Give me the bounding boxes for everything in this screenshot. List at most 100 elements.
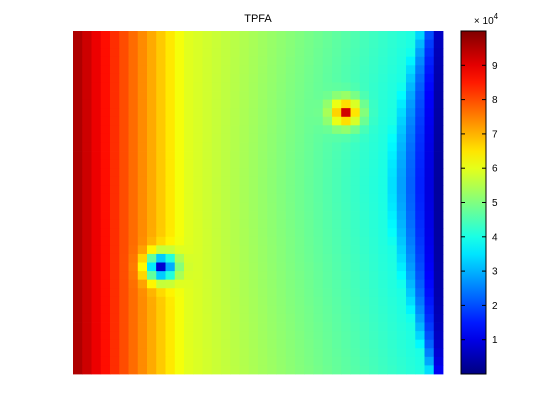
heatmap-cell xyxy=(174,288,185,298)
heatmap-cell xyxy=(313,65,324,75)
heatmap-cell xyxy=(137,245,148,255)
heatmap-cell xyxy=(239,296,250,306)
heatmap-cell xyxy=(406,185,416,195)
heatmap-cell xyxy=(100,296,111,306)
heatmap-cell xyxy=(258,365,268,375)
heatmap-cell xyxy=(387,331,398,341)
heatmap-cell xyxy=(165,185,176,195)
heatmap-cell xyxy=(202,296,213,306)
heatmap-cell xyxy=(119,142,129,152)
heatmap-cell xyxy=(147,125,157,135)
heatmap-cell xyxy=(91,296,102,306)
heatmap-cell xyxy=(341,279,351,289)
heatmap-cell xyxy=(313,296,324,306)
heatmap-cell xyxy=(100,31,111,40)
heatmap-cell xyxy=(295,176,305,186)
heatmap-cell xyxy=(100,39,111,49)
heatmap-cell xyxy=(73,185,83,195)
heatmap-cell xyxy=(221,82,231,92)
heatmap-cell xyxy=(313,288,324,298)
heatmap-cell xyxy=(396,39,407,49)
heatmap-cell xyxy=(174,313,185,323)
heatmap-cell xyxy=(119,151,129,161)
heatmap-cell xyxy=(295,73,305,83)
heatmap-cell xyxy=(387,108,398,118)
heatmap-cell xyxy=(322,133,333,143)
heatmap-cell xyxy=(322,108,333,118)
heatmap-cell xyxy=(211,219,222,229)
heatmap-cell xyxy=(91,82,102,92)
heatmap-cell xyxy=(424,279,435,289)
heatmap-cell xyxy=(91,151,102,161)
heatmap-cell xyxy=(211,228,222,238)
heatmap-cell xyxy=(341,193,351,203)
heatmap-cell xyxy=(295,31,305,40)
heatmap-cell xyxy=(378,253,388,263)
heatmap-cell xyxy=(156,142,166,152)
heatmap-cell xyxy=(387,339,398,349)
heatmap-cell xyxy=(406,116,416,126)
heatmap-cell xyxy=(128,193,139,203)
heatmap-cell xyxy=(165,133,176,143)
heatmap-cell xyxy=(110,236,120,246)
heatmap-cell xyxy=(137,296,148,306)
heatmap-cell xyxy=(73,262,83,272)
heatmap-cell xyxy=(341,288,351,298)
heatmap-cell xyxy=(378,56,388,66)
heatmap-cell xyxy=(211,56,222,66)
heatmap-cell xyxy=(332,185,342,195)
heatmap-cell xyxy=(396,271,407,281)
heatmap-cell xyxy=(193,339,203,349)
heatmap-cell xyxy=(202,82,213,92)
heatmap-cell xyxy=(174,339,185,349)
heatmap-cell xyxy=(415,253,425,263)
heatmap-cell xyxy=(433,39,444,49)
heatmap-cell xyxy=(73,313,83,323)
heatmap-cell xyxy=(350,31,361,40)
heatmap-cell xyxy=(295,116,305,126)
heatmap-cell xyxy=(73,159,83,169)
heatmap-cell xyxy=(378,193,388,203)
heatmap-cell xyxy=(110,133,120,143)
heatmap-cell xyxy=(248,168,259,178)
heatmap-cell xyxy=(119,159,129,169)
heatmap-cell xyxy=(91,108,102,118)
heatmap-cell xyxy=(258,31,268,40)
heatmap-cell xyxy=(165,151,176,161)
heatmap-cell xyxy=(165,116,176,126)
heatmap-cell xyxy=(369,348,379,358)
heatmap-cell xyxy=(258,271,268,281)
heatmap-cell xyxy=(137,193,148,203)
heatmap-cell xyxy=(82,65,92,75)
heatmap-cell xyxy=(424,185,435,195)
heatmap-cell xyxy=(332,168,342,178)
heatmap-cell xyxy=(137,168,148,178)
heatmap-cell xyxy=(295,211,305,221)
heatmap-cell xyxy=(147,73,157,83)
heatmap-cell xyxy=(406,39,416,49)
heatmap-cell xyxy=(137,365,148,375)
heatmap-cell xyxy=(156,322,166,332)
heatmap-cell xyxy=(110,219,120,229)
heatmap-cell xyxy=(128,176,139,186)
heatmap-cell xyxy=(137,279,148,289)
heatmap-cell xyxy=(100,142,111,152)
heatmap-cell xyxy=(128,356,139,366)
heatmap-cell xyxy=(332,253,342,263)
heatmap-cell xyxy=(433,125,444,135)
heatmap-cell xyxy=(230,151,240,161)
heatmap-plot-area xyxy=(73,31,444,375)
heatmap-cell xyxy=(91,313,102,323)
heatmap-cell xyxy=(221,31,231,40)
heatmap-cell xyxy=(211,91,222,100)
heatmap-cell xyxy=(341,322,351,332)
heatmap-cell xyxy=(156,253,166,263)
heatmap-cell xyxy=(258,331,268,341)
heatmap-cell xyxy=(184,313,194,323)
heatmap-cell xyxy=(258,305,268,315)
heatmap-cell xyxy=(424,159,435,169)
heatmap-cell xyxy=(350,65,361,75)
heatmap-cell xyxy=(332,39,342,49)
heatmap-cell xyxy=(239,31,250,40)
heatmap-cell xyxy=(350,39,361,49)
